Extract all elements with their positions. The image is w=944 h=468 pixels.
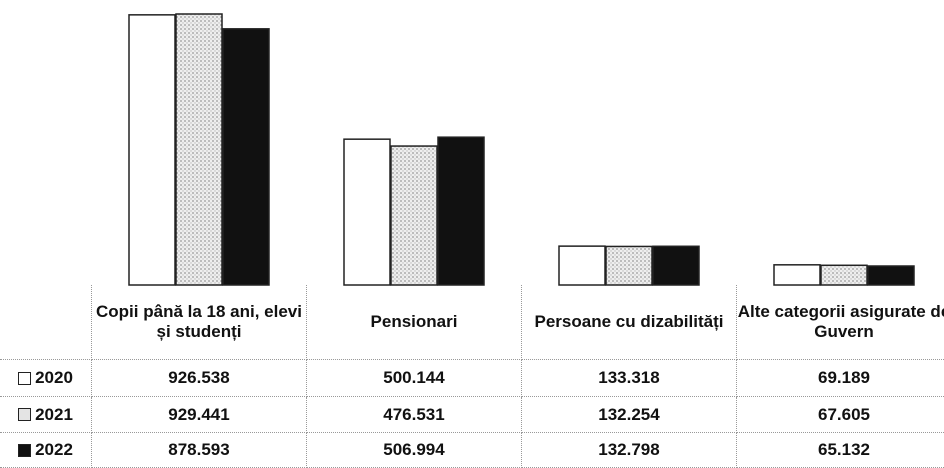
- legend-text: 2022: [35, 440, 73, 459]
- bar: [343, 138, 391, 286]
- value-label: 67.605: [737, 397, 944, 433]
- value-label: 926.538: [92, 360, 307, 397]
- value-label-text: 878.593: [168, 440, 230, 459]
- value-label: 506.994: [307, 433, 522, 468]
- legend-swatch: [18, 443, 32, 457]
- value-label-text: 506.994: [383, 440, 445, 459]
- legend-text: 2021: [35, 404, 73, 424]
- bar: [773, 264, 821, 286]
- value-label: 878.593: [92, 433, 307, 468]
- legend-text: 2020: [35, 368, 73, 387]
- value-label: 132.798: [522, 433, 737, 468]
- legend-swatch: [18, 371, 32, 385]
- value-label-text: 132.254: [598, 404, 660, 424]
- bar: [558, 245, 606, 286]
- category-label: Pensionari: [307, 285, 522, 360]
- value-label: 133.318: [522, 360, 737, 397]
- bar: [820, 264, 868, 286]
- value-label-text: 69.189: [818, 368, 870, 387]
- value-label-text: 926.538: [168, 368, 230, 387]
- value-label-text: 929.441: [168, 404, 230, 424]
- value-label-text: 132.798: [598, 440, 660, 459]
- legend-swatch: [18, 408, 32, 421]
- category-label-text: Pensionari: [370, 312, 458, 331]
- value-label-text: 65.132: [818, 440, 870, 459]
- value-label: 65.132: [737, 433, 944, 468]
- value-label-text: 67.605: [818, 404, 870, 424]
- corner: [0, 285, 92, 360]
- value-label: 500.144: [307, 360, 522, 397]
- legend-entry: 2021: [0, 397, 92, 433]
- value-label-text: 476.531: [383, 404, 445, 424]
- value-label-text: 500.144: [383, 368, 445, 387]
- legend-entry: 2022: [0, 433, 92, 468]
- bar: [437, 136, 485, 286]
- bar: [222, 28, 270, 286]
- bar: [605, 245, 653, 286]
- value-label: 476.531: [307, 397, 522, 433]
- category-label-text: Persoane cu dizabilități: [534, 312, 724, 331]
- value-label-text: 133.318: [598, 368, 660, 387]
- value-label: 132.254: [522, 397, 737, 433]
- value-label: 69.189: [737, 360, 944, 397]
- legend-entry: 2020: [0, 360, 92, 397]
- category-label: Persoane cu dizabilități: [522, 285, 737, 360]
- bar: [390, 145, 438, 286]
- bar: [128, 14, 176, 286]
- bar: [175, 13, 223, 286]
- bar: [652, 245, 700, 286]
- value-label: 929.441: [92, 397, 307, 433]
- category-label-text: Copii până la 18 ani, elevi și studenți: [96, 302, 302, 341]
- category-label: Alte categorii asigurate de Guvern: [737, 285, 944, 360]
- category-label: Copii până la 18 ani, elevi și studenți: [92, 285, 307, 360]
- bar: [867, 265, 915, 286]
- category-label-text: Alte categorii asigurate de Guvern: [737, 302, 944, 341]
